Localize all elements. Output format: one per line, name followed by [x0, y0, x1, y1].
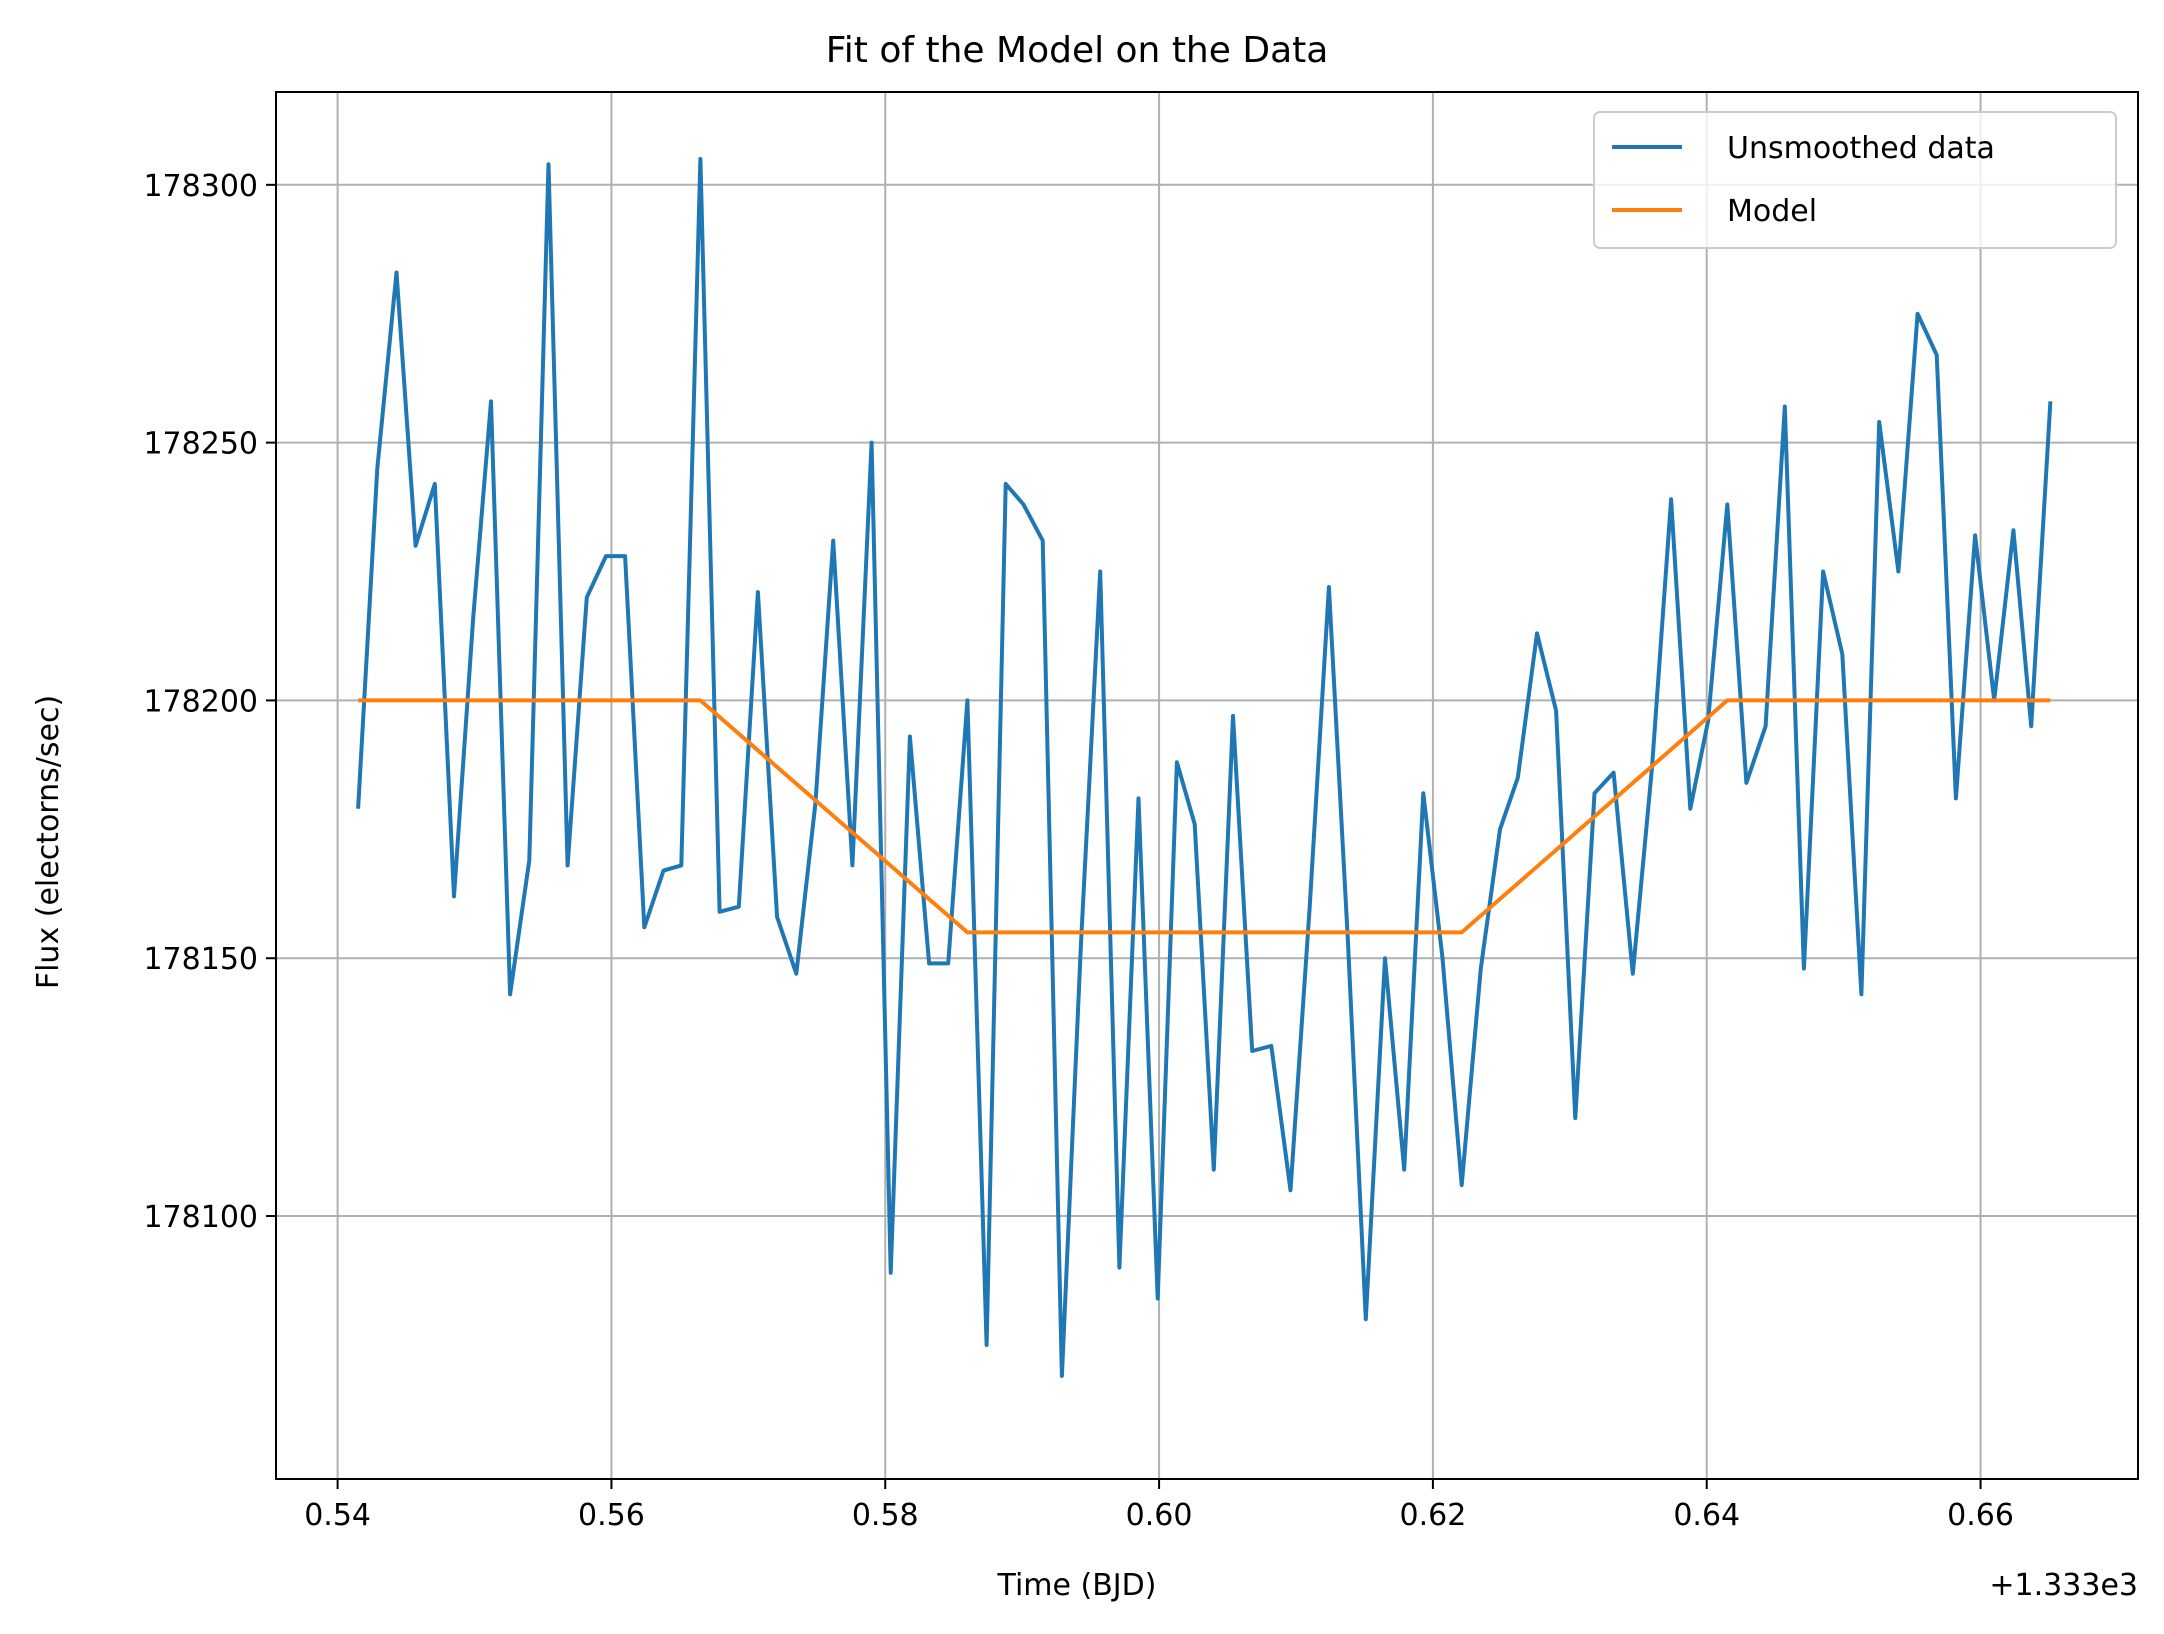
x-axis-offset-label: +1.333e3 — [1989, 1568, 2138, 1603]
series-line-unsmoothed-data — [356, 157, 2053, 1378]
y-tick-label: 178100 — [143, 1200, 258, 1235]
chart-title: Fit of the Model on the Data — [826, 30, 1329, 71]
y-tick-label: 178200 — [143, 684, 258, 719]
y-axis-label: Flux (electorns/sec) — [31, 695, 66, 989]
x-tick-label: 0.64 — [1673, 1498, 1740, 1533]
y-tick-label: 178300 — [143, 169, 258, 204]
x-tick-label: 0.56 — [578, 1498, 645, 1533]
legend: Unsmoothed data Model — [1593, 111, 2117, 249]
x-tick-label: 0.62 — [1400, 1498, 1467, 1533]
axes-frame — [275, 91, 2139, 1480]
x-tick-label: 0.54 — [304, 1498, 371, 1533]
legend-label-unsmoothed-data: Unsmoothed data — [1727, 131, 1995, 166]
axis-ticks: 0.54 0.56 0.58 0.60 0.62 0.64 0.66 178100 178150… — [143, 169, 2013, 1533]
x-tick-label: 0.60 — [1126, 1498, 1193, 1533]
plot-series — [356, 157, 2053, 1378]
legend-label-model: Model — [1727, 194, 1817, 229]
series-line-model — [358, 698, 2051, 935]
x-tick-label: 0.66 — [1947, 1498, 2014, 1533]
y-tick-label: 178250 — [143, 427, 258, 462]
x-axis-label: Time (BJD) — [997, 1568, 1157, 1603]
y-tick-label: 178150 — [143, 942, 258, 977]
legend-box — [1593, 111, 2117, 249]
x-tick-label: 0.58 — [852, 1498, 919, 1533]
